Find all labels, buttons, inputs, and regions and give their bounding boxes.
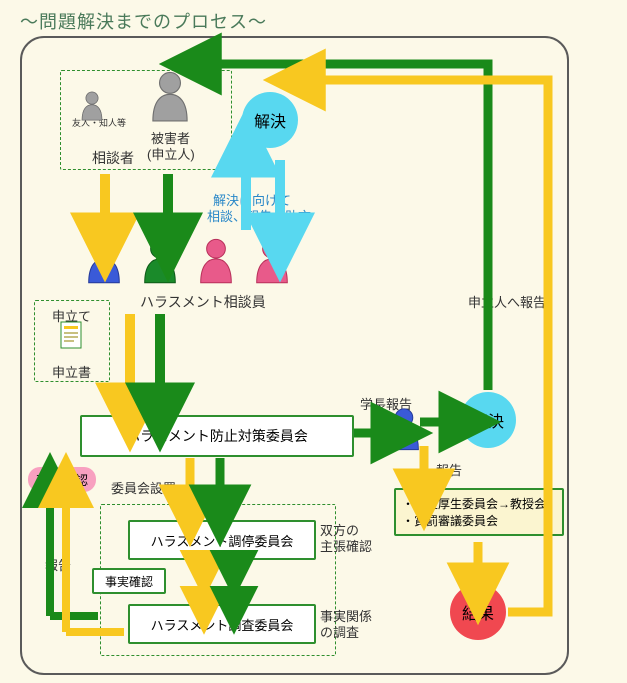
resolve-label-2: 解決 — [472, 408, 504, 432]
filing-doc-label: 申立書 — [52, 362, 91, 381]
factcheck-badge: 事実確認 — [28, 467, 96, 492]
committee-setup-label: 委員会設置 — [111, 478, 176, 497]
friend-label: 友人・知人等 — [72, 116, 126, 129]
factcheck-tag-label: 事実確認 — [105, 573, 153, 590]
page-title: ～問題解決までのプロセス～ — [0, 0, 627, 38]
ref-line2: ・賞罰審議委員会 — [402, 512, 498, 529]
investigation-box: ハラスメント調査委員会 — [128, 604, 316, 644]
report-left-label: 報告 — [45, 555, 71, 574]
counselor-label: ハラスメント相談員 — [140, 292, 266, 312]
factcheck-tag: 事実確認 — [92, 568, 166, 594]
victim-label-l2: (申立人) — [147, 144, 195, 163]
resolve-circle-1: 解決 — [242, 92, 298, 148]
committee-label: ハラスメント防止対策委員会 — [126, 426, 308, 446]
advise-line2: 相談、報告、助言 — [207, 206, 311, 225]
president-report-label: 学長報告 — [360, 394, 412, 413]
resolve-circle-2: 解決 — [460, 392, 516, 448]
result-circle: 結果 — [450, 584, 506, 640]
both-claims-l2: 主張確認 — [320, 536, 372, 555]
resolve-label-1: 解決 — [254, 108, 286, 132]
investigation-l2: の調査 — [320, 622, 359, 641]
report-right-label: 報告 — [436, 460, 462, 479]
filing-label: 申立て — [52, 306, 91, 325]
result-label: 結果 — [462, 600, 494, 624]
ref-line1: ・学生厚生委員会→教授会 — [402, 495, 546, 512]
consultants-label: 相談者 — [92, 148, 134, 168]
investigation-label: ハラスメント調査委員会 — [151, 615, 294, 634]
mediation-box: ハラスメント調停委員会 — [128, 520, 316, 560]
mediation-label: ハラスメント調停委員会 — [151, 531, 294, 550]
applicant-report-label: 申立人へ報告 — [468, 292, 546, 311]
ref-committees-box: ・学生厚生委員会→教授会 ・賞罰審議委員会 — [394, 488, 564, 536]
committee-box: ハラスメント防止対策委員会 — [80, 415, 354, 457]
